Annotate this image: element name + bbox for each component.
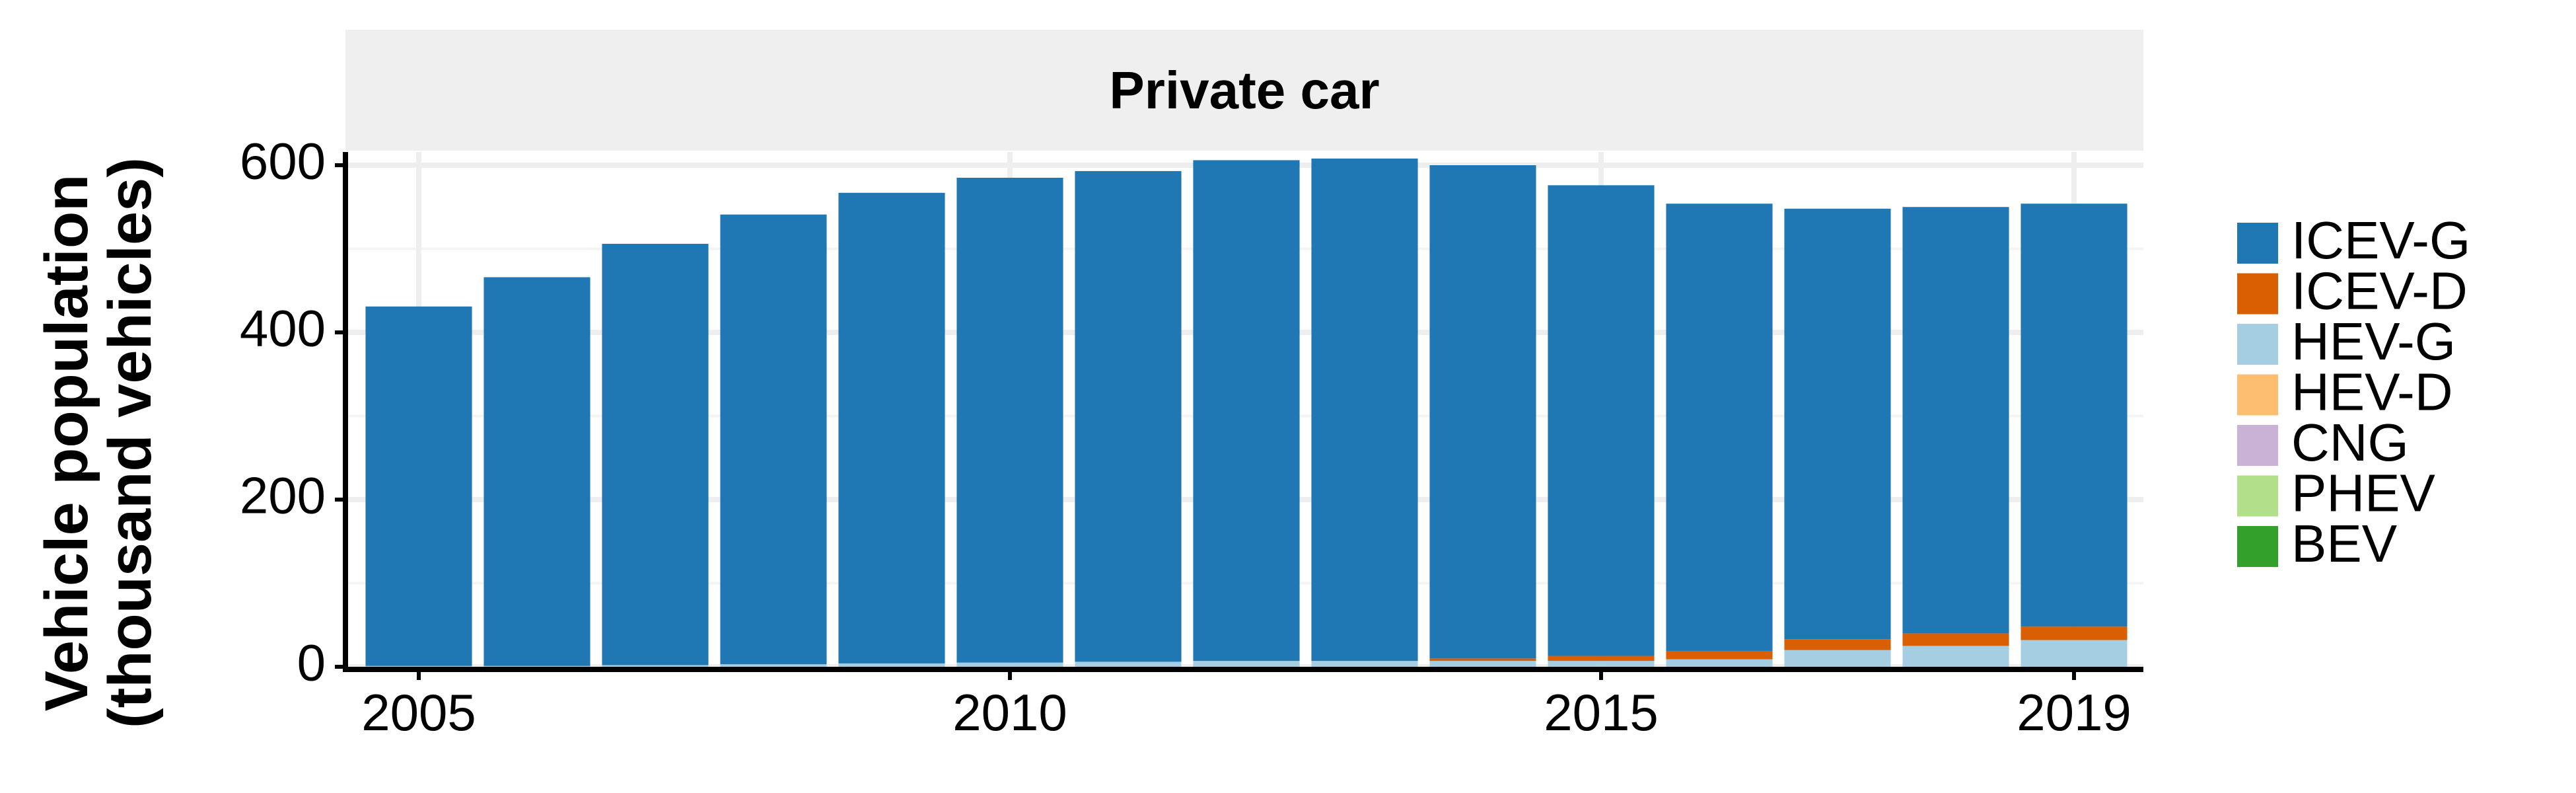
legend-label-cng: CNG xyxy=(2291,413,2409,472)
bar-segment-hev-g-2005 xyxy=(365,665,472,667)
bar-segment-icev-g-2005 xyxy=(365,306,472,666)
legend-key-hev-d xyxy=(2237,374,2278,416)
bar-segment-icev-g-2006 xyxy=(483,277,590,666)
bar-segment-hev-g-2011 xyxy=(1075,661,1182,667)
bar-segment-icev-g-2011 xyxy=(1075,170,1182,662)
x-tick-label: 2005 xyxy=(361,683,476,741)
bar-segment-hev-g-2013 xyxy=(1311,661,1418,667)
y-tick-label: 0 xyxy=(297,634,326,692)
bar-segment-icev-g-2017 xyxy=(1784,208,1891,640)
legend-key-icev-d xyxy=(2237,273,2278,315)
bar-segment-icev-g-2018 xyxy=(1902,207,2009,634)
bar-segment-icev-g-2019 xyxy=(2021,204,2128,627)
bar-segment-hev-g-2007 xyxy=(602,665,709,667)
legend-label-phev: PHEV xyxy=(2291,464,2435,523)
x-tick-label: 2019 xyxy=(2017,683,2131,741)
bar-segment-icev-g-2007 xyxy=(602,243,709,665)
bar-segment-hev-g-2012 xyxy=(1193,661,1300,667)
bar-segment-hev-g-2010 xyxy=(956,662,1063,667)
x-tick-label: 2015 xyxy=(1544,683,1659,741)
bar-segment-icev-d-2019 xyxy=(2021,626,2128,640)
bar-segment-hev-g-2006 xyxy=(483,665,590,667)
bar-segment-icev-d-2016 xyxy=(1666,650,1773,660)
legend-label-hev-g: HEV-G xyxy=(2291,312,2456,371)
bar-segment-hev-g-2015 xyxy=(1548,661,1655,667)
panel-title: Private car xyxy=(1109,61,1379,120)
legend-label-hev-d: HEV-D xyxy=(2291,363,2453,422)
bar-segment-hev-g-2008 xyxy=(720,664,827,667)
legend-key-bev xyxy=(2237,526,2278,567)
bar-segment-hev-g-2016 xyxy=(1666,659,1773,667)
bar-segment-icev-g-2012 xyxy=(1193,160,1300,661)
bar-segment-icev-g-2015 xyxy=(1548,185,1655,656)
legend-label-icev-g: ICEV-G xyxy=(2291,211,2470,270)
bar-segment-icev-d-2014 xyxy=(1429,658,1536,661)
legend-key-cng xyxy=(2237,425,2278,466)
x-tick-label: 2010 xyxy=(952,683,1067,741)
legend-key-phev xyxy=(2237,475,2278,517)
bar-segment-icev-g-2016 xyxy=(1666,204,1773,651)
legend-key-icev-g xyxy=(2237,223,2278,264)
bar-segment-icev-g-2013 xyxy=(1311,158,1418,661)
y-tick-label: 400 xyxy=(240,299,326,358)
y-axis-title-line-1: Vehicle population xyxy=(33,174,100,712)
panel-strip xyxy=(345,30,2143,151)
bar-segment-icev-d-2018 xyxy=(1902,633,2009,646)
bar-segment-icev-g-2014 xyxy=(1429,165,1536,659)
bar-segment-icev-g-2010 xyxy=(956,177,1063,663)
axes-layer: 0 200 400 600 2005 2010 2015 2019 xyxy=(240,132,2143,741)
bar-segment-hev-g-2019 xyxy=(2021,640,2128,667)
bar-segment-hev-g-2017 xyxy=(1784,650,1891,667)
bar-segment-icev-g-2008 xyxy=(720,214,827,665)
bar-segment-hev-g-2009 xyxy=(838,663,945,667)
legend-key-hev-g xyxy=(2237,324,2278,365)
legend-label-bev: BEV xyxy=(2291,514,2398,573)
y-axis-title-line-2: (thousand vehicles) xyxy=(96,157,164,728)
y-tick-label: 600 xyxy=(240,132,326,190)
bar-segment-icev-d-2015 xyxy=(1548,656,1655,661)
bar-segment-hev-g-2014 xyxy=(1429,661,1536,667)
y-tick-label: 200 xyxy=(240,467,326,525)
y-axis-title: Vehicle population (thousand vehicles) xyxy=(33,157,164,728)
bars-layer xyxy=(365,158,2128,667)
bar-segment-hev-g-2018 xyxy=(1902,646,2009,667)
bar-segment-icev-d-2017 xyxy=(1784,639,1891,650)
bar-segment-icev-g-2009 xyxy=(838,192,945,663)
legend-label-icev-d: ICEV-D xyxy=(2291,262,2468,321)
